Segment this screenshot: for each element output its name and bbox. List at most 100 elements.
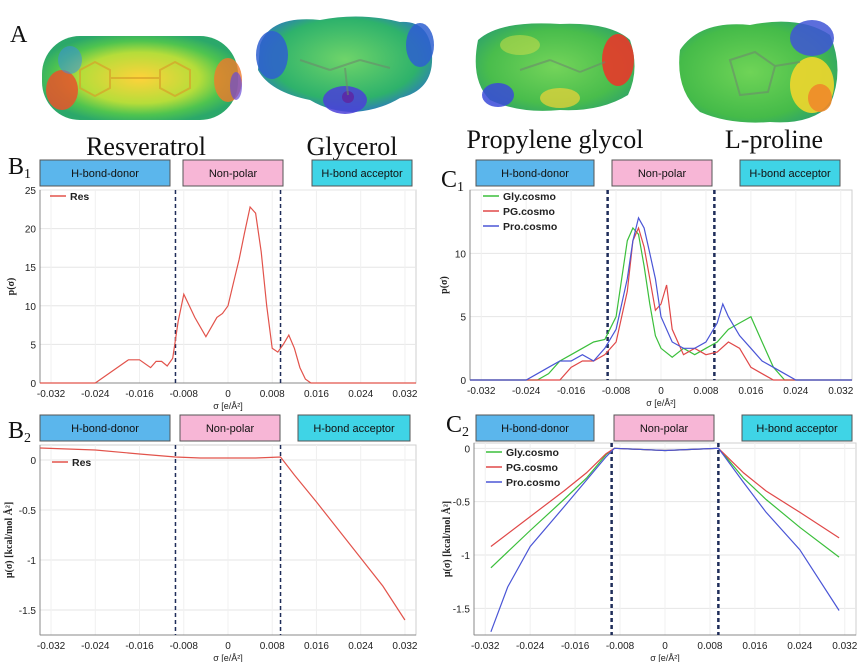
x-tick-label: -0.032 — [471, 641, 500, 652]
series-line-res — [40, 205, 416, 384]
legend-label-pg-cosmo: PG.cosmo — [503, 206, 555, 218]
region-label-acceptor: H-bond acceptor — [756, 423, 838, 435]
x-tick-label: -0.016 — [125, 641, 154, 652]
x-tick-label: 0.008 — [697, 641, 722, 652]
region-box-acceptor — [741, 414, 853, 442]
region-box-nonpolar — [182, 159, 284, 187]
x-tick-label: 0.032 — [392, 389, 417, 400]
region-label-nonpolar: Non-polar — [638, 168, 687, 180]
region-label-donor: H-bond-donor — [71, 423, 139, 435]
l-proline-esp-surface-icon — [679, 20, 838, 123]
region-box-donor — [475, 159, 595, 187]
y-tick-label: 0 — [460, 376, 466, 387]
panel-label-b1: B1 — [8, 154, 31, 182]
x-tick-label: -0.008 — [170, 641, 199, 652]
x-tick-label: -0.032 — [467, 386, 496, 397]
series-line-pro-cosmo — [470, 216, 852, 381]
y-axis-label: p(σ) — [6, 278, 17, 296]
molecule-name-glycerol: Glycerol — [307, 132, 398, 161]
molecule-name-propylene-glycol: Propylene glycol — [467, 125, 644, 154]
y-tick-label: -1.5 — [19, 606, 37, 617]
region-label-nonpolar: Non-polar — [640, 423, 689, 435]
x-tick-label: -0.024 — [81, 641, 110, 652]
y-tick-label: 0 — [30, 456, 36, 467]
x-tick-label: 0 — [225, 641, 231, 652]
propylene-glycol-esp-surface-icon — [475, 23, 635, 111]
region-label-acceptor: H-bond acceptor — [749, 168, 831, 180]
panel-label-c1: C1 — [441, 167, 464, 195]
y-tick-label: 5 — [30, 340, 36, 351]
region-label-donor: H-bond-donor — [501, 168, 569, 180]
x-axis-label: σ [e/Å²] — [213, 653, 243, 662]
legend-label-pg-cosmo: PG.cosmo — [506, 462, 558, 474]
glycerol-esp-surface-icon — [256, 16, 434, 114]
y-tick-label: 10 — [25, 302, 37, 313]
series-line-res — [39, 447, 406, 621]
x-tick-label: 0.032 — [392, 641, 417, 652]
x-tick-label: -0.008 — [602, 386, 631, 397]
x-axis-label: σ [e/Å²] — [213, 401, 243, 411]
region-label-acceptor: H-bond acceptor — [321, 168, 403, 180]
molecule-name-resveratrol: Resveratrol — [86, 132, 206, 161]
region-label-acceptor: H-bond acceptor — [313, 423, 395, 435]
y-tick-label: 20 — [25, 225, 37, 236]
x-tick-label: -0.016 — [125, 389, 154, 400]
region-box-acceptor — [739, 159, 841, 187]
y-tick-label: 15 — [25, 263, 37, 274]
legend-label-pro-cosmo: Pro.cosmo — [506, 477, 560, 489]
x-tick-label: 0 — [658, 386, 664, 397]
region-box-donor — [475, 414, 595, 442]
chart-c1: C1 H-bond-donor Non-polar H-bond acceptor 0 5… — [439, 159, 854, 408]
legend-label-res: Res — [72, 457, 91, 469]
y-tick-label: -1.5 — [453, 604, 471, 615]
region-box-acceptor — [297, 414, 411, 442]
x-tick-label: 0.008 — [260, 641, 285, 652]
chart-b2: B2 H-bond-donor Non-polar H-bond acceptor 0 -… — [3, 414, 418, 662]
x-tick-label: 0.008 — [260, 389, 285, 400]
region-label-donor: H-bond-donor — [501, 423, 569, 435]
region-label-nonpolar: Non-polar — [206, 423, 255, 435]
x-tick-label: -0.032 — [37, 389, 66, 400]
x-tick-label: -0.016 — [561, 641, 590, 652]
x-tick-label: -0.024 — [81, 389, 110, 400]
resveratrol-esp-surface-icon — [42, 36, 242, 120]
panel-label-b2: B2 — [8, 418, 31, 446]
region-box-nonpolar — [613, 414, 715, 442]
legend-label-pro-cosmo: Pro.cosmo — [503, 221, 557, 233]
series-line-pg-cosmo — [470, 226, 852, 381]
x-tick-label: 0.024 — [783, 386, 808, 397]
y-tick-label: -1 — [27, 556, 36, 567]
x-tick-label: 0.016 — [304, 641, 329, 652]
x-tick-label: 0.016 — [304, 389, 329, 400]
x-tick-label: -0.024 — [516, 641, 545, 652]
y-tick-label: 10 — [455, 249, 467, 260]
x-tick-label: 0.032 — [832, 641, 857, 652]
x-tick-label: 0 — [662, 641, 668, 652]
x-tick-label: 0.032 — [828, 386, 853, 397]
region-box-nonpolar — [611, 159, 713, 187]
x-tick-label: 0.024 — [348, 389, 373, 400]
y-tick-label: 0 — [30, 379, 36, 390]
x-axis-label: σ [e/Å²] — [646, 398, 676, 408]
panel-a-label: A — [10, 22, 28, 48]
y-tick-label: 5 — [460, 313, 466, 324]
molecule-name-l-proline: L-proline — [725, 125, 823, 154]
y-tick-label: -0.5 — [19, 506, 37, 517]
region-box-donor — [39, 414, 171, 442]
x-tick-label: -0.008 — [170, 389, 199, 400]
x-tick-label: 0.008 — [693, 386, 718, 397]
y-tick-label: 25 — [25, 186, 37, 197]
region-label-donor: H-bond-donor — [71, 168, 139, 180]
x-tick-label: -0.008 — [606, 641, 635, 652]
x-tick-label: 0.016 — [742, 641, 767, 652]
region-box-nonpolar — [179, 414, 281, 442]
y-tick-label: -0.5 — [453, 498, 471, 509]
x-axis-label: σ [e/Å²] — [650, 653, 680, 662]
panel-a: A Resveratrol — [10, 16, 838, 161]
series-line-pro-cosmo — [490, 447, 840, 633]
y-axis-label: p(σ) — [439, 276, 450, 294]
x-tick-label: -0.032 — [37, 641, 66, 652]
chart-b1: B1 H-bond-donor Non-polar H-bond acceptor 0 5… — [6, 154, 418, 411]
y-axis-label: μ(σ) [kcal/mol Å²] — [3, 502, 15, 578]
